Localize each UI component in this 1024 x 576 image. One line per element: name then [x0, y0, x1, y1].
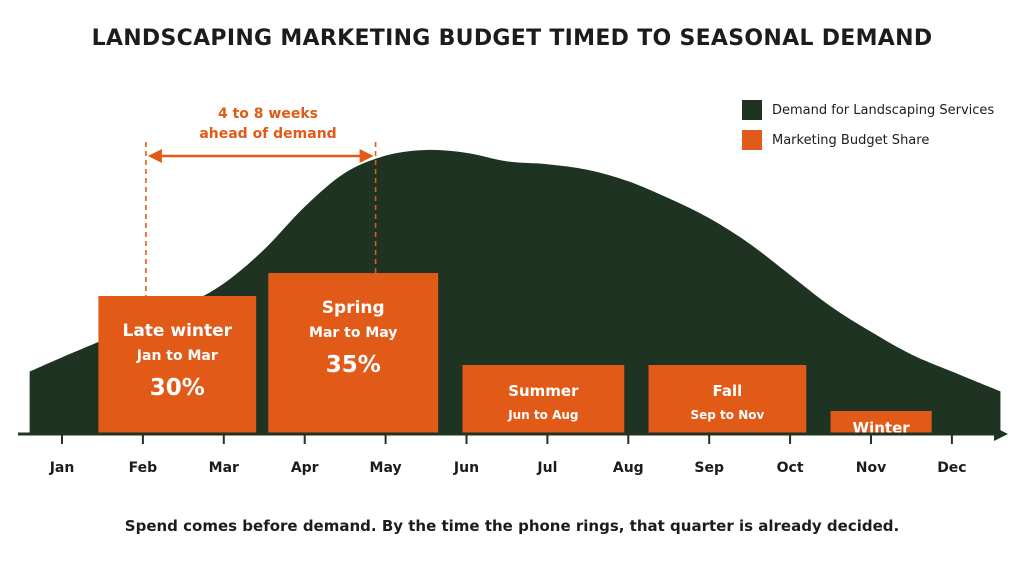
budget-bar-range-label: Jan to Mar: [136, 348, 218, 364]
chart-title: LANDSCAPING MARKETING BUDGET TIMED TO SE…: [91, 26, 933, 51]
budget-bar-range-label: Jun to Aug: [507, 408, 578, 422]
legend-swatch-budget: [742, 130, 762, 150]
legend-item-demand: Demand for Landscaping Services: [742, 100, 994, 120]
budget-bar-1: [98, 296, 257, 434]
budget-bar-range-label: Sep to Nov: [690, 408, 764, 422]
budget-bar-2: [268, 273, 439, 434]
budget-bar-value-label: 35%: [326, 352, 381, 378]
legend-item-budget: Marketing Budget Share: [742, 130, 994, 150]
budget-bar-5: [830, 411, 932, 434]
x-tick-label: Dec: [937, 460, 966, 476]
lead-time-line-1: 4 to 8 weeks: [218, 106, 318, 122]
legend-label-budget: Marketing Budget Share: [772, 132, 930, 148]
budget-bar-season-label: Summer: [508, 382, 579, 400]
budget-bar-range-label: Mar to May: [309, 325, 397, 341]
lead-time-arrowhead-left: [147, 149, 162, 163]
x-tick-label: Mar: [209, 460, 239, 476]
x-tick-label: Aug: [613, 460, 644, 476]
x-axis-arrow: [994, 427, 1008, 441]
x-tick-label: Jul: [536, 460, 557, 476]
budget-bar-value-label: 15%: [705, 432, 750, 454]
budget-bar-3: [462, 365, 625, 434]
legend-label-demand: Demand for Landscaping Services: [772, 102, 995, 118]
budget-bar-value-label: 30%: [150, 375, 205, 401]
budget-bar-season-label: Late winter: [123, 321, 233, 341]
lead-time-arrowhead-right: [359, 149, 374, 163]
budget-bar-4: [648, 365, 807, 434]
lead-time-line-2: ahead of demand: [199, 126, 337, 142]
x-tick-label: Feb: [129, 460, 158, 476]
x-tick-label: Apr: [291, 460, 319, 476]
x-tick-label: Oct: [777, 460, 804, 476]
budget-bar-season-label: Fall: [713, 382, 743, 400]
x-tick-label: Jun: [453, 460, 479, 476]
x-tick-label: Jan: [49, 460, 75, 476]
budget-bar-range-label: Dec to Feb: [845, 442, 917, 456]
lead-time-annotation: 4 to 8 weeks ahead of demand: [158, 104, 378, 144]
budget-bar-season-label: Spring: [322, 298, 385, 318]
budget-bar-value-label: 5%: [865, 463, 897, 485]
x-tick-label: Sep: [694, 460, 724, 476]
budget-bar-value-label: 15%: [521, 432, 566, 454]
legend-swatch-demand: [742, 100, 762, 120]
x-tick-label: Nov: [856, 460, 886, 476]
x-tick-label: May: [370, 460, 402, 476]
legend: Demand for Landscaping Services Marketin…: [742, 100, 994, 160]
chart-footnote: Spend comes before demand. By the time t…: [124, 517, 900, 535]
